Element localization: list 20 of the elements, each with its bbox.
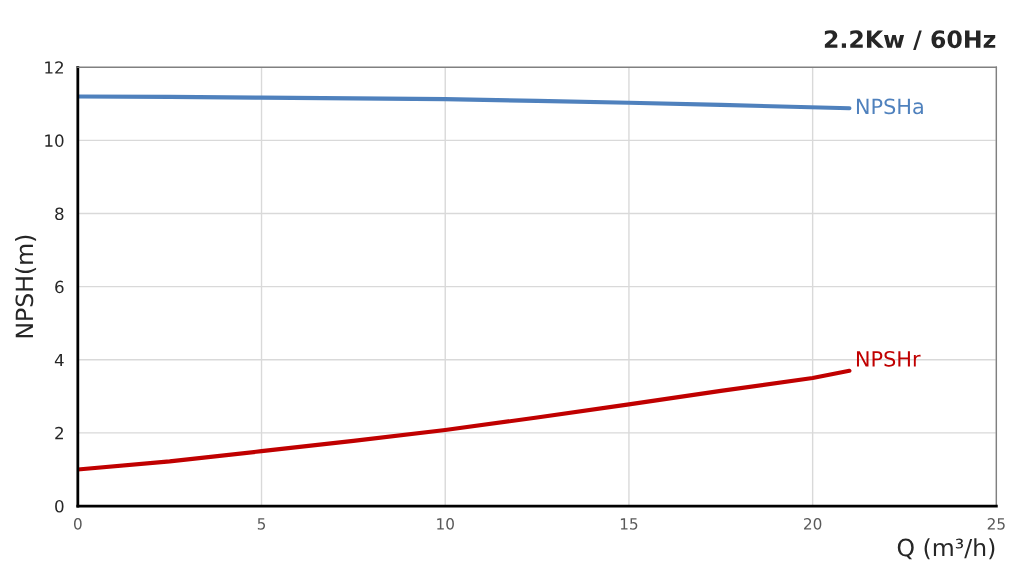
y-tick-label: 2 — [55, 426, 63, 440]
line-series — [77, 94, 852, 111]
y-tick-label: 12 — [45, 61, 63, 74]
y-axis-title: NPSH(m) — [15, 235, 37, 338]
x-tick-label: 0 — [73, 518, 82, 530]
x-tick-label: 15 — [620, 518, 638, 530]
y-tick-label: 4 — [54, 353, 64, 367]
y-tick-label: 10 — [45, 134, 64, 147]
y-tick-label: 6 — [55, 280, 64, 294]
series-label: NPSHr — [856, 350, 921, 367]
chart-title: 2.2Kw / 60Hz — [824, 30, 996, 51]
y-tick-label: 8 — [55, 207, 64, 221]
line-series — [77, 368, 852, 472]
series-label: NPSHa — [856, 98, 923, 115]
x-tick-label: 25 — [987, 518, 1005, 530]
y-tick-label: 0 — [55, 499, 64, 513]
x-tick-label: 10 — [437, 518, 454, 530]
x-tick-label: 5 — [257, 518, 266, 530]
x-axis-title: Q (m³/h) — [897, 538, 995, 560]
x-tick-label: 20 — [804, 518, 822, 530]
